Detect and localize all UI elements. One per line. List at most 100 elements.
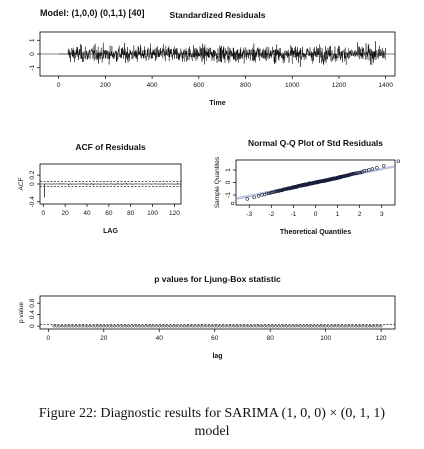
ljungbox-point (365, 324, 369, 328)
qq-xtick-label: 1 (336, 211, 340, 218)
ljungbox-point (88, 324, 92, 328)
ljungbox-point (166, 324, 169, 328)
ljungbox-point (285, 324, 289, 328)
ljungbox-point (107, 324, 111, 328)
ljungbox-point (282, 324, 286, 328)
ljungbox-point (177, 324, 181, 328)
ljungbox-point (160, 324, 164, 328)
ljungbox-point (279, 324, 283, 328)
acf-xtick-label: 120 (169, 210, 180, 217)
ljungbox-point (191, 324, 194, 328)
ljungbox-point (252, 324, 255, 328)
diagnostic-figure: Model: (1,0,0) (0,1,1) [40] Standardized… (18, 8, 401, 360)
residuals-xtick-label: 1400 (378, 82, 393, 89)
ljungbox-point (63, 324, 67, 328)
ljungbox-point (371, 324, 375, 328)
qq-point (375, 166, 379, 170)
qq-point (357, 170, 361, 175)
ljungbox-point (193, 324, 197, 328)
ljungbox-point (340, 324, 344, 328)
ljungbox-point (182, 324, 186, 328)
ljungbox-xlabel: lag (212, 353, 222, 360)
residuals-xtick-label: 0 (57, 82, 61, 89)
ljungbox-point (210, 324, 214, 328)
ljungbox-xtick-label: 80 (267, 335, 275, 342)
residuals-ytick-label: -1 (29, 64, 36, 70)
ljungbox-ytick-label: 0 (29, 324, 36, 328)
ljungbox-point (257, 324, 261, 328)
ljungbox-point (357, 324, 361, 328)
residuals-xtick-label: 1200 (332, 82, 347, 89)
ljungbox-point (324, 324, 328, 328)
residuals-xtick-label: 600 (193, 82, 204, 89)
ljungbox-point (288, 324, 291, 328)
qq-xtick-label: -2 (268, 211, 274, 218)
ljungbox-point (227, 324, 230, 328)
ljungbox-point (132, 324, 136, 328)
ljungbox-point (354, 324, 358, 328)
qq-xtick-label: 0 (314, 211, 318, 218)
residuals-xtick-label: 200 (100, 82, 111, 89)
ljungbox-point (141, 324, 144, 328)
ljungbox-point (185, 324, 189, 328)
ljungbox-point (213, 324, 217, 328)
qq-xtick-label: -1 (291, 211, 297, 218)
ljungbox-xtick-label: 60 (211, 335, 219, 342)
ljungbox-point (254, 324, 258, 328)
residuals-ytick-label: 0 (29, 52, 36, 56)
acf-xtick-label: 80 (127, 210, 135, 217)
qq-point (245, 197, 249, 201)
ljungbox-point (232, 324, 236, 328)
qq-xtick-label: 3 (380, 211, 384, 218)
ljungbox-point (77, 324, 81, 328)
ljungbox-point (85, 324, 89, 328)
ljungbox-point (327, 324, 330, 328)
acf-xlabel: LAG (103, 228, 118, 235)
ljungbox-xtick-label: 40 (156, 335, 164, 342)
ljungbox-point (321, 324, 325, 328)
ljungbox-ytick-label: 0.4 (29, 310, 36, 319)
figure-caption-line2: model (194, 424, 230, 439)
ljungbox-point (155, 324, 158, 328)
acf-xtick-label: 20 (62, 210, 70, 217)
figure-caption-line1: Figure 22: Diagnostic results for SARIMA… (38, 406, 386, 421)
acf-xtick-label: 0 (41, 210, 45, 217)
qq-ytick-label: -1 (225, 192, 232, 198)
ljungbox-point (277, 324, 280, 328)
ljungbox-point (69, 324, 72, 328)
ljungbox-point (249, 324, 253, 328)
ljungbox-point (144, 324, 147, 328)
ljungbox-point (91, 324, 95, 328)
qq-ylabel: Sample Quantiles (214, 156, 221, 208)
ljungbox-point (291, 324, 294, 328)
qq-ytick-label: 0 (225, 180, 232, 184)
ljungbox-point (60, 324, 64, 328)
ljungbox-point (124, 324, 128, 328)
ljungbox-point (266, 324, 269, 328)
ljungbox-xtick-label: 20 (100, 335, 108, 342)
ljungbox-point (263, 324, 266, 328)
qq-point (256, 194, 261, 198)
ljungbox-point (188, 324, 192, 328)
ljungbox-point (110, 324, 114, 328)
qq-point (358, 170, 363, 175)
ljungbox-point (138, 324, 142, 328)
ljungbox-point (268, 324, 272, 328)
ljungbox-point (58, 324, 61, 328)
ljungbox-point (335, 324, 339, 328)
ljungbox-ytick-label: 0.8 (29, 298, 36, 307)
ljungbox-point (379, 324, 383, 328)
ljungbox-point (96, 324, 100, 328)
ljungbox-point (152, 324, 156, 328)
ljungbox-point (246, 324, 250, 328)
ljungbox-point (71, 324, 75, 328)
ljungbox-point (360, 324, 364, 328)
ljungbox-point (274, 324, 278, 328)
ljungbox-point (235, 324, 239, 328)
ljungbox-point (163, 324, 167, 328)
acf-ylabel: ACF (18, 177, 25, 190)
acf-xtick-label: 40 (83, 210, 91, 217)
ljungbox-point (218, 324, 222, 328)
ljungbox-point (202, 324, 205, 328)
ljungbox-point (196, 324, 200, 328)
